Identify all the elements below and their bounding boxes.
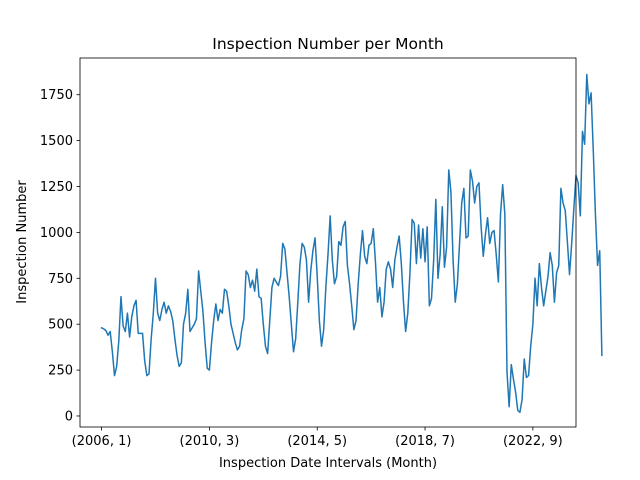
x-tick-label: (2014, 5) bbox=[287, 434, 347, 449]
series-line bbox=[100, 73, 603, 414]
y-tick-label: 1500 bbox=[40, 134, 73, 149]
chart-title: Inspection Number per Month bbox=[212, 35, 443, 53]
plot-area: 0 250 500 750 1000 1250 1500 1750 (2006, 1) (2010… bbox=[40, 57, 603, 449]
y-tick-label: 1000 bbox=[40, 226, 73, 241]
axes-frame bbox=[79, 57, 577, 428]
x-axis-label: Inspection Date Intervals (Month) bbox=[219, 456, 437, 471]
y-tick-label: 1750 bbox=[40, 88, 73, 103]
y-tick-label: 0 bbox=[65, 409, 73, 424]
x-tick-label: (2018, 7) bbox=[395, 434, 455, 449]
y-tick-label: 250 bbox=[48, 364, 73, 379]
x-tick-label: (2010, 3) bbox=[180, 434, 240, 449]
y-tick-label: 750 bbox=[48, 272, 73, 287]
x-tick-label: (2006, 1) bbox=[72, 434, 132, 449]
y-tick-label: 500 bbox=[48, 318, 73, 333]
x-tick-label: (2022, 9) bbox=[503, 434, 563, 449]
y-tick-label: 1250 bbox=[40, 180, 73, 195]
y-axis-label: Inspection Number bbox=[15, 180, 30, 304]
